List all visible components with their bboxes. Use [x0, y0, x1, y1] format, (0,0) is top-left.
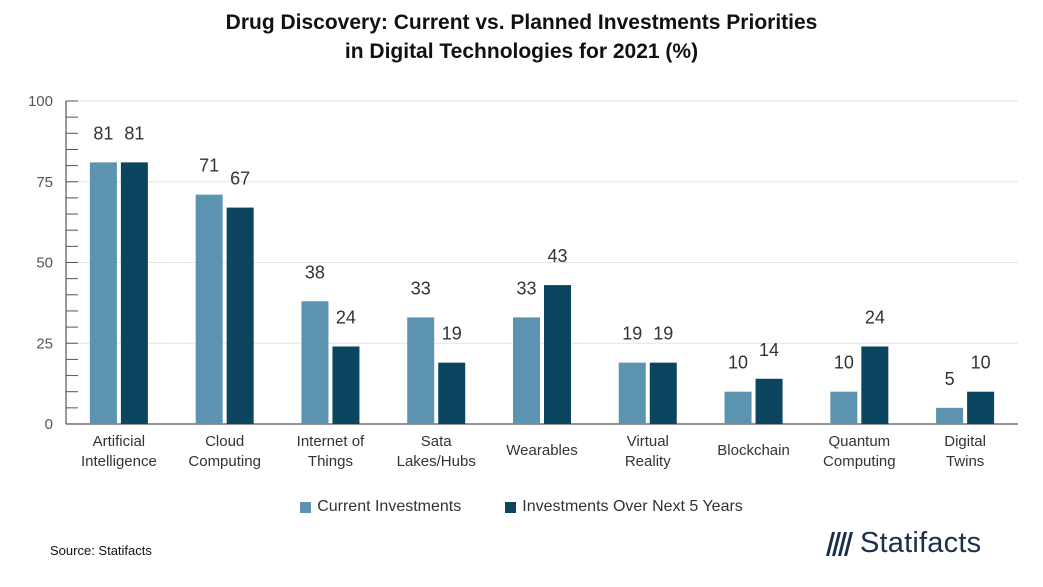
- x-tick-label-8-0: Digital: [944, 433, 986, 450]
- brand-name: Statifacts: [860, 527, 982, 559]
- x-tick-label-3-1: Lakes/Hubs: [397, 453, 476, 470]
- bar-current-7: [830, 391, 858, 424]
- legend-item-planned: Investments Over Next 5 Years: [505, 498, 743, 516]
- bar-planned-3: [438, 362, 466, 424]
- y-tick-label-75: 75: [36, 174, 53, 191]
- bar-current-4: [513, 317, 540, 424]
- value-label-current-3: 33: [411, 278, 431, 298]
- value-label-planned-5: 19: [653, 324, 673, 344]
- value-label-planned-6: 14: [759, 340, 779, 360]
- legend: Current Investments Investments Over Nex…: [0, 498, 1043, 516]
- value-label-current-1: 71: [199, 156, 219, 176]
- value-label-planned-7: 24: [865, 307, 885, 327]
- bar-current-8: [936, 407, 964, 424]
- y-tick-label-25: 25: [36, 335, 53, 352]
- value-label-planned-4: 43: [547, 246, 567, 266]
- value-label-current-0: 81: [93, 123, 113, 143]
- statifacts-logo-icon: [826, 531, 853, 556]
- chart-title: Drug Discovery: Current vs. Planned Inve…: [0, 8, 1043, 66]
- y-tick-label-0: 0: [45, 416, 53, 433]
- bar-current-1: [195, 194, 223, 424]
- value-label-planned-3: 19: [442, 324, 462, 344]
- x-tick-label-5-0: Virtual: [627, 433, 669, 450]
- bar-planned-6: [755, 378, 783, 424]
- bar-current-6: [724, 391, 752, 424]
- legend-label-current: Current Investments: [317, 498, 462, 515]
- bar-planned-7: [861, 346, 889, 424]
- bar-planned-1: [226, 207, 254, 424]
- legend-swatch-current: [300, 501, 312, 513]
- bar-chart: 0 25 50 75 100 81 81 Artificial Intelligence 71 67…: [28, 93, 1018, 470]
- x-tick-label-5-1: Reality: [625, 453, 671, 470]
- value-label-planned-2: 24: [336, 307, 356, 327]
- source-note: Source: Statifacts: [50, 543, 152, 558]
- bar-planned-2: [332, 346, 360, 424]
- x-tick-label-1-1: Computing: [188, 453, 261, 470]
- bar-current-3: [407, 317, 435, 424]
- bar-planned-5: [649, 362, 677, 424]
- value-label-current-4: 33: [516, 278, 536, 298]
- bar-planned-0: [120, 162, 148, 424]
- bar-planned-8: [967, 391, 995, 424]
- value-label-current-2: 38: [305, 262, 325, 282]
- value-label-planned-8: 10: [971, 353, 991, 373]
- value-label-planned-0: 81: [124, 123, 144, 143]
- x-tick-label-0-0: Artificial: [93, 433, 146, 450]
- brand-logo: Statifacts: [824, 527, 981, 560]
- x-tick-label-7-1: Computing: [823, 453, 896, 470]
- title-line-2: in Digital Technologies for 2021 (%): [344, 40, 699, 63]
- value-label-planned-1: 67: [230, 169, 250, 189]
- y-tick-label-100: 100: [28, 93, 53, 110]
- y-tick-label-50: 50: [36, 255, 53, 272]
- x-tick-label-8-1: Twins: [946, 453, 984, 470]
- legend-item-current: Current Investments: [300, 498, 461, 516]
- legend-swatch-planned: [505, 501, 517, 513]
- value-label-current-6: 10: [728, 353, 748, 373]
- bar-planned-4: [544, 285, 571, 424]
- x-tick-label-4-0: Wearables: [506, 442, 577, 459]
- legend-label-planned: Investments Over Next 5 Years: [522, 498, 743, 515]
- x-tick-label-2-0: Internet of: [297, 433, 365, 450]
- x-tick-label-7-0: Quantum: [828, 433, 890, 450]
- value-label-current-5: 19: [622, 324, 642, 344]
- title-line-1: Drug Discovery: Current vs. Planned Inve…: [225, 11, 818, 34]
- value-label-current-8: 5: [945, 369, 955, 389]
- x-tick-label-3-0: Sata: [421, 433, 453, 450]
- x-tick-label-1-0: Cloud: [205, 433, 244, 450]
- x-tick-label-2-1: Things: [308, 453, 353, 470]
- bar-current-0: [89, 162, 117, 424]
- bar-current-5: [618, 362, 646, 424]
- x-tick-label-6-0: Blockchain: [717, 442, 790, 459]
- x-tick-label-0-1: Intelligence: [81, 453, 157, 470]
- value-label-current-7: 10: [834, 353, 854, 373]
- bar-current-2: [301, 301, 329, 424]
